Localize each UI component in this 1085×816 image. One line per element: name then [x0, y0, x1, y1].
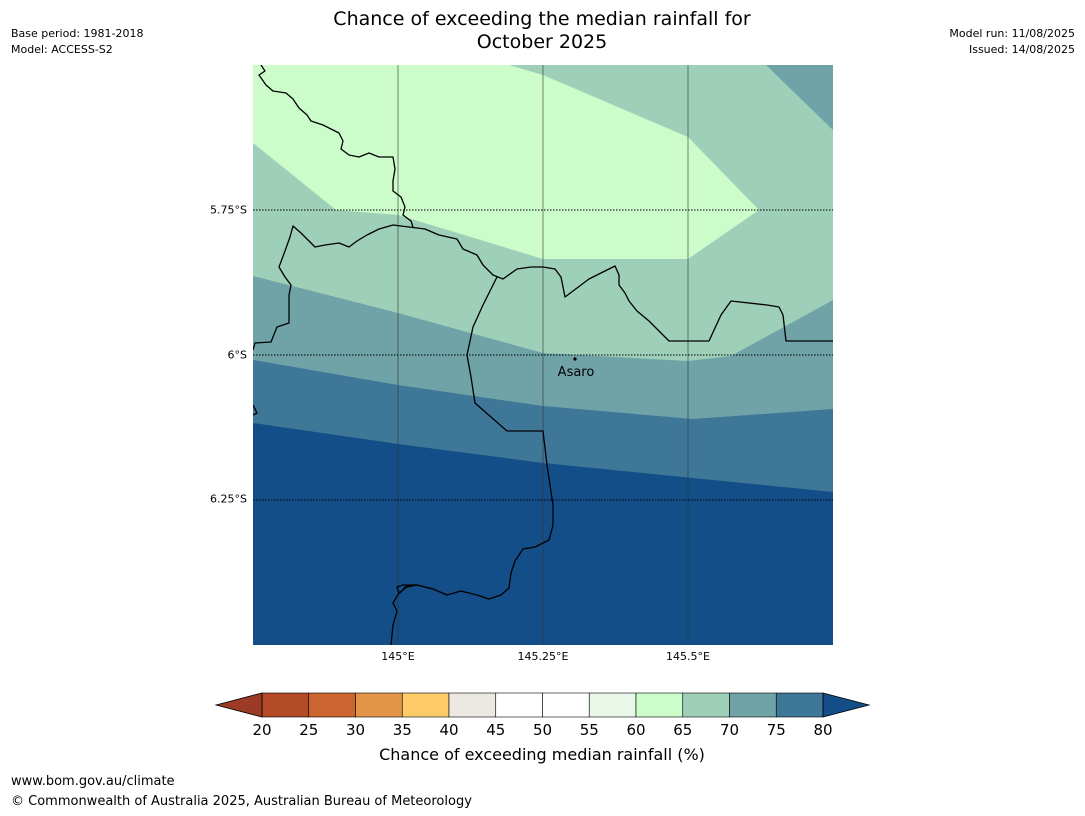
- model-text: Model: ACCESS-S2: [11, 43, 113, 56]
- colorbar-bin: [308, 692, 356, 718]
- map-area: [253, 65, 833, 645]
- lon-label-145e: 145°E: [381, 650, 415, 663]
- colorbar-bin: [495, 692, 543, 718]
- colorbar-label: Chance of exceeding median rainfall (%): [379, 745, 705, 764]
- colorbar-tick-label: 75: [767, 721, 786, 739]
- base-period-text: Base period: 1981-2018: [11, 27, 144, 40]
- province-boundaries: [253, 65, 833, 645]
- colorbar-tick-label: 70: [720, 721, 739, 739]
- colorbar-bin: [729, 692, 777, 718]
- footer-url: www.bom.gov.au/climate: [11, 774, 175, 789]
- colorbar-bin: [401, 692, 450, 718]
- meta-right: Model run: 11/08/2025 Issued: 14/08/2025: [949, 26, 1075, 58]
- colorbar-tick-label: 65: [673, 721, 692, 739]
- colorbar-bin: [588, 692, 637, 718]
- colorbar-bin: [261, 692, 310, 718]
- lat-label-6s: 6°S: [227, 348, 247, 362]
- colorbar-tick-label: 20: [252, 721, 271, 739]
- meta-left: Base period: 1981-2018 Model: ACCESS-S2: [11, 26, 143, 58]
- colorbar-bin: [682, 692, 730, 718]
- colorbar-tick-label: 55: [580, 721, 599, 739]
- colorbar-bin: [635, 692, 684, 718]
- colorbar-bin: [448, 692, 497, 718]
- colorbar-tick-label: 40: [439, 721, 458, 739]
- lat-label-5-75s: 5.75°S: [210, 203, 247, 217]
- band-70-75-corner: [766, 65, 833, 130]
- asaro-label: Asaro: [557, 365, 595, 380]
- colorbar-bin: [542, 692, 590, 718]
- issued-text: Issued: 14/08/2025: [968, 43, 1075, 56]
- lon-label-145-25e: 145.25°E: [517, 650, 569, 663]
- colorbar-bin: [355, 692, 403, 718]
- colorbar-tick-label: 25: [299, 721, 318, 739]
- band-60-65: [253, 65, 759, 259]
- colorbar-over-arrow: [822, 692, 871, 718]
- colorbar-tick-label: 30: [346, 721, 365, 739]
- colorbar-bin: [775, 692, 824, 718]
- colorbar-tick-label: 60: [626, 721, 645, 739]
- model-run-text: Model run: 11/08/2025: [949, 27, 1075, 40]
- lon-label-145-5e: 145.5°E: [666, 650, 710, 663]
- colorbar-tick-label: 80: [813, 721, 832, 739]
- colorbar-tick-label: 50: [533, 721, 552, 739]
- asaro-marker: [573, 357, 577, 361]
- title-line-2: October 2025: [476, 31, 608, 53]
- footer-copyright: © Commonwealth of Australia 2025, Austra…: [11, 794, 472, 809]
- colorbar-tick-label: 35: [393, 721, 412, 739]
- map-title: Chance of exceeding the median rainfall …: [242, 8, 842, 54]
- parallels: [253, 209, 833, 501]
- title-line-1: Chance of exceeding the median rainfall …: [333, 8, 751, 30]
- lat-label-6-25s: 6.25°S: [210, 492, 247, 506]
- colorbar-tick-label: 45: [486, 721, 505, 739]
- colorbar-under-arrow: [214, 692, 263, 718]
